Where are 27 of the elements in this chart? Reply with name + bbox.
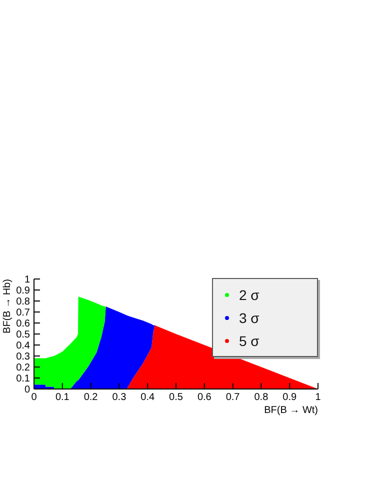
x-tick-label: 0.1 bbox=[55, 392, 70, 404]
y-tick-label: 0.9 bbox=[16, 286, 30, 297]
x-tick-label: 0.8 bbox=[254, 392, 269, 404]
x-tick-label: 0 bbox=[31, 392, 38, 404]
x-axis-title: BF(B → Wt) bbox=[264, 405, 318, 416]
x-tick-label: 1 bbox=[315, 392, 322, 404]
y-tick-label: 0.2 bbox=[16, 362, 30, 374]
y-tick-label: 1 bbox=[24, 274, 30, 286]
y-tick-label: 0.1 bbox=[16, 374, 30, 385]
y-tick-label: 0 bbox=[24, 384, 30, 396]
legend-label: 3 σ bbox=[239, 310, 260, 326]
y-tick-label: 0.4 bbox=[16, 340, 30, 352]
legend-label: 5 σ bbox=[239, 332, 260, 348]
x-tick-label: 0.6 bbox=[197, 392, 212, 404]
y-tick-label: 0.7 bbox=[16, 308, 30, 319]
y-tick-label: 0.3 bbox=[16, 352, 30, 363]
legend-label: 2 σ bbox=[239, 286, 260, 302]
x-tick-label: 0.7 bbox=[226, 392, 240, 404]
y-tick-label: 0.6 bbox=[16, 318, 30, 330]
y-tick-label: 0.5 bbox=[16, 330, 30, 341]
y-tick-label: 0.8 bbox=[16, 296, 30, 308]
x-tick-label: 0.2 bbox=[84, 392, 98, 404]
y-axis-title: BF(B → Hb) bbox=[2, 279, 13, 334]
x-tick-label: 0.4 bbox=[140, 392, 155, 404]
x-tick-label: 0.5 bbox=[169, 392, 184, 404]
x-tick-label: 0.3 bbox=[112, 392, 127, 404]
x-tick-label: 0.9 bbox=[282, 392, 297, 404]
